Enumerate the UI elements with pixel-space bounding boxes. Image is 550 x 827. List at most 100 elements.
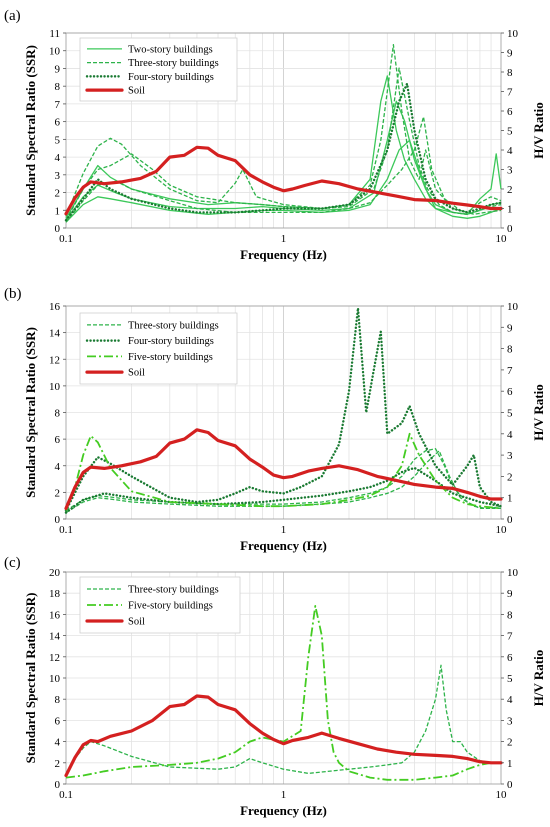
y-tick-label: 6 — [55, 434, 61, 446]
y2-tick-label: 10 — [507, 301, 519, 313]
y2-tick-label: 7 — [507, 631, 513, 643]
x-tick-label: 0.1 — [59, 233, 73, 245]
series-line-solid-thick — [64, 145, 503, 216]
y2-tick-label: 5 — [507, 673, 513, 685]
y2-tick-label: 4 — [507, 694, 513, 706]
y2-tick-label: 3 — [507, 165, 513, 177]
y2-axis-title: H/V Ratio — [531, 650, 546, 706]
legend-label: Three-story buildings — [128, 320, 219, 331]
x-tick-label: 1 — [281, 233, 287, 245]
legend-label: Soil — [128, 617, 145, 628]
y2-tick-label: 1 — [507, 204, 513, 216]
y-tick-label: 1 — [55, 205, 61, 217]
x-tick-label: 10 — [496, 789, 508, 801]
y2-tick-label: 8 — [507, 344, 513, 356]
y2-tick-label: 2 — [507, 184, 513, 196]
series-line-solid-thick — [64, 428, 503, 510]
y2-tick-label: 6 — [507, 106, 513, 118]
y2-tick-label: 5 — [507, 126, 513, 138]
y2-tick-label: 3 — [507, 715, 513, 727]
y2-tick-label: 6 — [507, 652, 513, 664]
y-tick-label: 2 — [55, 188, 61, 200]
legend-label: Four-story buildings — [128, 72, 214, 83]
y-axis-title: Standard Spectral Ratio (SSR) — [23, 45, 38, 216]
y-tick-label: 8 — [55, 694, 61, 706]
y-tick-label: 5 — [55, 134, 61, 146]
y2-tick-label: 9 — [507, 322, 513, 334]
y2-tick-label: 3 — [507, 450, 513, 462]
y-tick-label: 2 — [55, 758, 61, 770]
legend: Three-story buildings Five-story building… — [79, 576, 241, 634]
series-line-dotted — [64, 306, 503, 512]
y2-tick-label: 4 — [507, 429, 513, 441]
series-line-solid — [65, 139, 502, 223]
x-tick-label: 1 — [281, 789, 287, 801]
x-tick-label: 0.1 — [59, 789, 73, 801]
y-tick-label: 3 — [55, 170, 61, 182]
y2-tick-label: 7 — [507, 87, 513, 99]
panel-label: (b) — [4, 286, 22, 302]
y-tick-label: 0 — [55, 514, 61, 526]
series-line-dotted — [64, 466, 503, 514]
x-axis-title: Frequency (Hz) — [240, 247, 327, 262]
grid — [66, 571, 501, 784]
y-tick-label: 16 — [49, 301, 61, 313]
series-group — [64, 306, 503, 514]
legend-label: Two-story buildings — [128, 44, 213, 55]
series-group — [64, 605, 503, 781]
y2-tick-label: 9 — [507, 48, 513, 60]
legend-label: Four-story buildings — [128, 336, 214, 347]
y-tick-label: 14 — [49, 631, 61, 643]
y2-axis-title: H/V Ratio — [531, 102, 546, 158]
x-axis-title: Frequency (Hz) — [240, 803, 327, 818]
y-tick-label: 6 — [55, 117, 61, 129]
y-tick-label: 12 — [49, 652, 60, 664]
x-tick-label: 1 — [281, 524, 287, 536]
series-line-dotted — [64, 82, 503, 222]
y2-tick-label: 2 — [507, 737, 513, 749]
y2-tick-label: 8 — [507, 609, 513, 621]
y2-tick-label: 2 — [507, 471, 513, 483]
y2-axis-title: H/V Ratio — [531, 384, 546, 440]
y-tick-label: 4 — [55, 737, 61, 749]
legend-label: Soil — [128, 86, 145, 97]
legend-label: Soil — [128, 368, 145, 379]
x-tick-label: 10 — [496, 524, 508, 536]
legend-label: Five-story buildings — [128, 601, 213, 612]
x-tick-label: 10 — [496, 233, 508, 245]
legend-box — [79, 576, 241, 634]
panel-label: (c) — [4, 555, 21, 571]
series-line-dashed — [65, 664, 501, 776]
y-tick-label: 2 — [55, 487, 61, 499]
y-tick-label: 10 — [49, 381, 61, 393]
legend-label: Three-story buildings — [128, 585, 219, 596]
y-tick-label: 18 — [49, 588, 61, 600]
x-axis-title: Frequency (Hz) — [240, 538, 327, 553]
y2-tick-label: 8 — [507, 67, 513, 79]
y2-tick-label: 9 — [507, 588, 513, 600]
y-axis-title: Standard Spectral Ratio (SSR) — [23, 327, 38, 498]
y-tick-label: 20 — [49, 567, 61, 579]
y-tick-label: 0 — [55, 779, 61, 791]
legend: Three-story buildings Four-story building… — [79, 312, 238, 385]
y-tick-label: 8 — [55, 408, 61, 420]
y-tick-label: 4 — [55, 461, 61, 473]
y-tick-label: 0 — [55, 223, 61, 235]
y2-tick-label: 7 — [507, 365, 513, 377]
y2-tick-label: 10 — [507, 28, 519, 40]
y2-tick-label: 5 — [507, 408, 513, 420]
y-tick-label: 16 — [49, 609, 61, 621]
y2-tick-label: 1 — [507, 758, 513, 770]
y-tick-label: 10 — [49, 673, 61, 685]
x-tick-label: 0.1 — [59, 524, 73, 536]
y-tick-label: 14 — [49, 328, 61, 340]
y2-tick-label: 0 — [507, 223, 513, 235]
y2-tick-label: 4 — [507, 145, 513, 157]
y-tick-label: 11 — [49, 28, 60, 40]
series-line-solid-thick — [64, 694, 503, 778]
panel-label: (a) — [4, 8, 21, 24]
y-tick-label: 12 — [49, 354, 60, 366]
y-tick-label: 6 — [55, 715, 61, 727]
